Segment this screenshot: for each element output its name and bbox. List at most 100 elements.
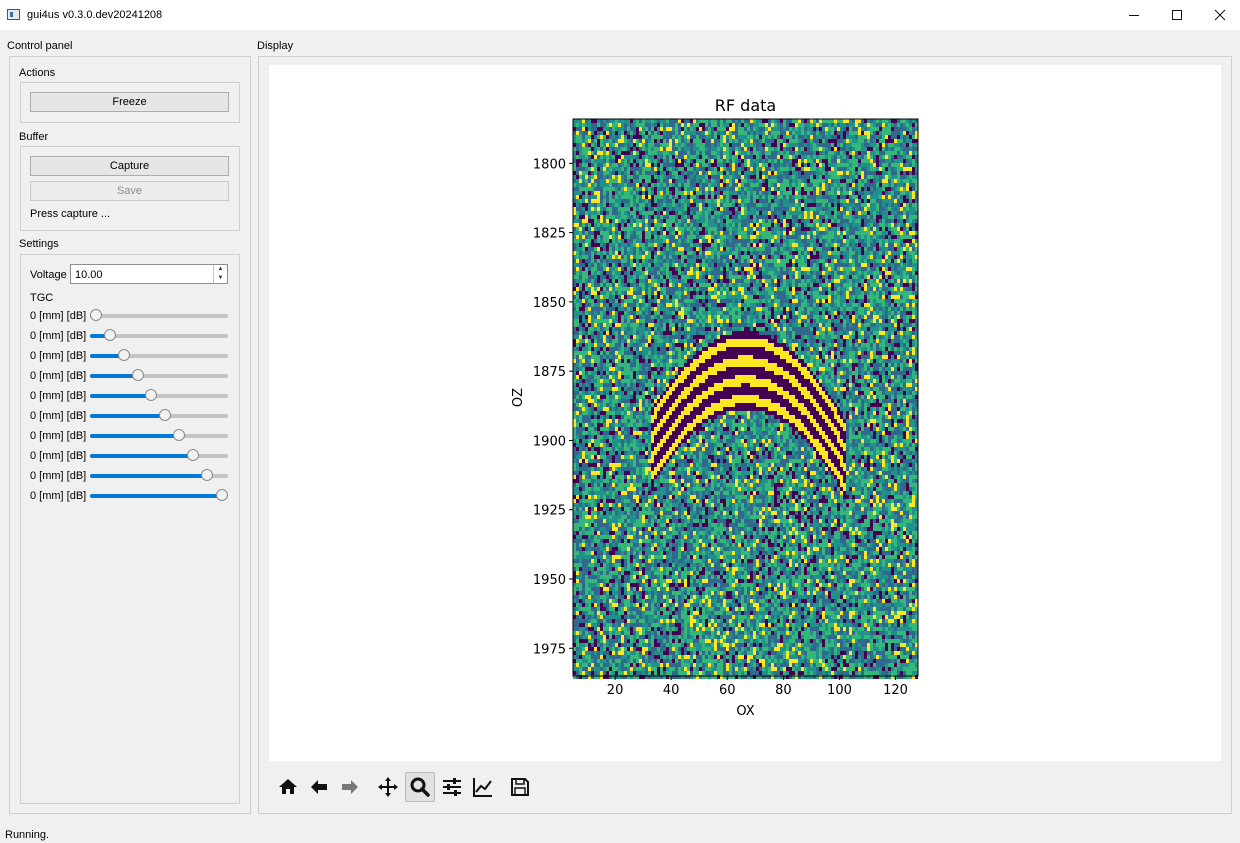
heatmap-cell xyxy=(663,531,666,535)
capture-button[interactable]: Capture xyxy=(30,156,229,176)
heatmap-cell xyxy=(606,395,609,399)
tgc-slider-9[interactable] xyxy=(90,489,228,501)
heatmap-cell xyxy=(624,647,627,651)
heatmap-cell xyxy=(675,391,678,395)
heatmap-cell xyxy=(645,515,648,519)
figure-canvas[interactable]: RF data 20 40 60 80 100 120 1800 1825 1850 1875 190… xyxy=(269,65,1221,761)
tgc-slider-2[interactable] xyxy=(90,349,228,361)
spin-arrows[interactable]: ▲ ▼ xyxy=(213,265,227,283)
heatmap-cell xyxy=(627,127,630,131)
heatmap-cell xyxy=(675,555,678,559)
slider-handle[interactable] xyxy=(200,469,213,481)
heatmap-cell xyxy=(663,211,666,215)
heatmap-cell xyxy=(651,395,654,399)
heatmap-cell xyxy=(579,391,582,395)
heatmap-cell xyxy=(591,243,594,247)
heatmap-cell xyxy=(615,159,618,163)
heatmap-cell xyxy=(660,203,663,207)
heatmap-cell xyxy=(609,543,612,547)
heatmap-cell xyxy=(660,315,663,319)
heatmap-cell xyxy=(582,267,585,271)
heatmap-cell xyxy=(642,363,645,367)
slider-handle[interactable] xyxy=(90,309,102,321)
heatmap-cell xyxy=(615,279,618,283)
heatmap-cell xyxy=(669,123,672,127)
tgc-slider-3[interactable] xyxy=(90,369,228,381)
heatmap-cell xyxy=(636,311,639,315)
heatmap-cell xyxy=(618,387,621,391)
heatmap-cell xyxy=(615,199,618,203)
heatmap-cell xyxy=(582,203,585,207)
heatmap-cell xyxy=(669,279,672,283)
tgc-slider-4[interactable] xyxy=(90,389,228,401)
heatmap-cell xyxy=(624,495,627,499)
tgc-slider-6[interactable] xyxy=(90,429,228,441)
heatmap-cell xyxy=(597,207,600,211)
heatmap-cell xyxy=(618,499,621,503)
heatmap-cell xyxy=(657,347,660,351)
tgc-slider-0[interactable] xyxy=(90,309,228,321)
heatmap-cell xyxy=(630,439,633,443)
slider-handle[interactable] xyxy=(173,429,186,441)
heatmap-cell xyxy=(603,179,606,183)
heatmap-cell xyxy=(579,287,582,291)
heatmap-cell xyxy=(624,599,627,603)
minimize-button[interactable] xyxy=(1112,0,1156,30)
tgc-slider-7[interactable] xyxy=(90,449,228,461)
heatmap-cell xyxy=(591,499,594,503)
heatmap-cell xyxy=(588,675,591,679)
maximize-button[interactable] xyxy=(1155,0,1199,30)
tgc-slider-1[interactable] xyxy=(90,329,228,341)
heatmap-cell xyxy=(657,443,660,447)
heatmap-cell xyxy=(624,319,627,323)
heatmap-cell xyxy=(621,199,624,203)
slider-handle[interactable] xyxy=(117,349,130,361)
heatmap-cell xyxy=(657,595,660,599)
heatmap-cell xyxy=(585,435,588,439)
heatmap-cell xyxy=(588,531,591,535)
heatmap-cell xyxy=(576,499,579,503)
heatmap-cell xyxy=(663,663,666,667)
app-icon xyxy=(7,9,20,20)
heatmap-cell xyxy=(603,331,606,335)
save-button[interactable]: Save xyxy=(30,181,229,201)
slider-handle[interactable] xyxy=(159,409,172,421)
heatmap-cell xyxy=(642,435,645,439)
close-button[interactable] xyxy=(1198,0,1240,30)
heatmap-cell xyxy=(666,135,669,139)
tgc-slider-8[interactable] xyxy=(90,469,228,481)
heatmap-cell xyxy=(666,119,669,123)
slider-handle[interactable] xyxy=(187,449,200,461)
heatmap-cell xyxy=(651,167,654,171)
freeze-button[interactable]: Freeze xyxy=(30,92,229,112)
spin-up-icon[interactable]: ▲ xyxy=(217,266,224,272)
heatmap-cell xyxy=(663,311,666,315)
heatmap-cell xyxy=(663,143,666,147)
heatmap-cell xyxy=(648,655,651,659)
heatmap-cell xyxy=(618,295,621,299)
heatmap-cell xyxy=(654,263,657,267)
heatmap-cell xyxy=(627,267,630,271)
heatmap-cell xyxy=(621,603,624,607)
heatmap-cell xyxy=(600,635,603,639)
slider-handle[interactable] xyxy=(216,489,228,501)
voltage-spinbox[interactable]: 10.00 ▲ ▼ xyxy=(70,264,228,284)
heatmap-cell xyxy=(666,579,669,583)
heatmap-cell xyxy=(582,135,585,139)
heatmap-cell xyxy=(573,391,576,395)
heatmap-cell xyxy=(663,607,666,611)
heatmap-cell xyxy=(624,655,627,659)
heatmap-cell xyxy=(585,531,588,535)
heatmap-cell xyxy=(582,379,585,383)
heatmap-cell xyxy=(645,631,648,635)
slider-handle[interactable] xyxy=(131,369,144,381)
slider-handle[interactable] xyxy=(103,329,116,341)
heatmap-cell xyxy=(675,503,678,507)
heatmap-cell xyxy=(579,559,582,563)
heatmap-cell xyxy=(633,311,636,315)
heatmap-cell xyxy=(645,619,648,623)
heatmap-cell xyxy=(633,327,636,331)
spin-down-icon[interactable]: ▼ xyxy=(217,275,224,281)
tgc-slider-5[interactable] xyxy=(90,409,228,421)
slider-handle[interactable] xyxy=(145,389,158,401)
